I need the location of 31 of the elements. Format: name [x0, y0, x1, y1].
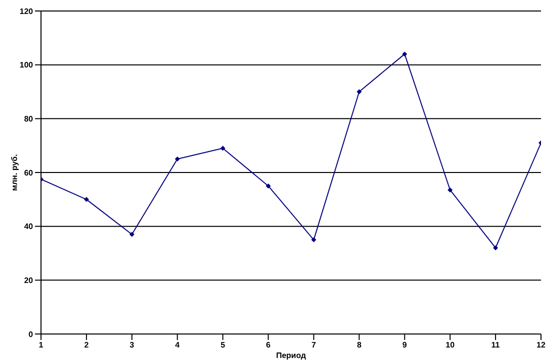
point	[311, 237, 316, 242]
point	[174, 156, 180, 162]
point	[129, 232, 134, 237]
y-axis-title: млн. руб.	[10, 154, 19, 191]
point	[266, 183, 271, 188]
point	[356, 89, 362, 94]
y-tick-label: 120	[20, 6, 34, 16]
x-tick-label: 10	[446, 340, 456, 350]
y-tick-label: 60	[24, 168, 34, 178]
point	[220, 146, 226, 151]
x-tick-label: 1	[38, 340, 44, 350]
point	[493, 245, 498, 250]
x-tick-label: 8	[356, 340, 362, 350]
x-tick-label: 7	[312, 340, 316, 350]
x-tick-label: 9	[402, 340, 408, 350]
x-tick-label: 6	[266, 340, 272, 350]
x-tick-label: 12	[536, 340, 546, 350]
x-tick-label: 4	[175, 340, 180, 350]
y-tick-label: 0	[28, 330, 34, 339]
x-tick-label: 5	[220, 340, 226, 350]
point	[84, 196, 89, 202]
point	[402, 52, 408, 57]
y-tick-label: 100	[20, 60, 34, 70]
y-tick-label: 40	[24, 222, 34, 232]
point	[448, 187, 453, 192]
x-tick-label: 11	[491, 340, 500, 350]
y-tick-label: 20	[24, 276, 34, 286]
x-axis-title: Период	[276, 351, 306, 360]
y-tick-label: 80	[24, 114, 34, 124]
x-tick-label: 2	[84, 340, 90, 350]
x-tick-label: 3	[130, 340, 135, 350]
